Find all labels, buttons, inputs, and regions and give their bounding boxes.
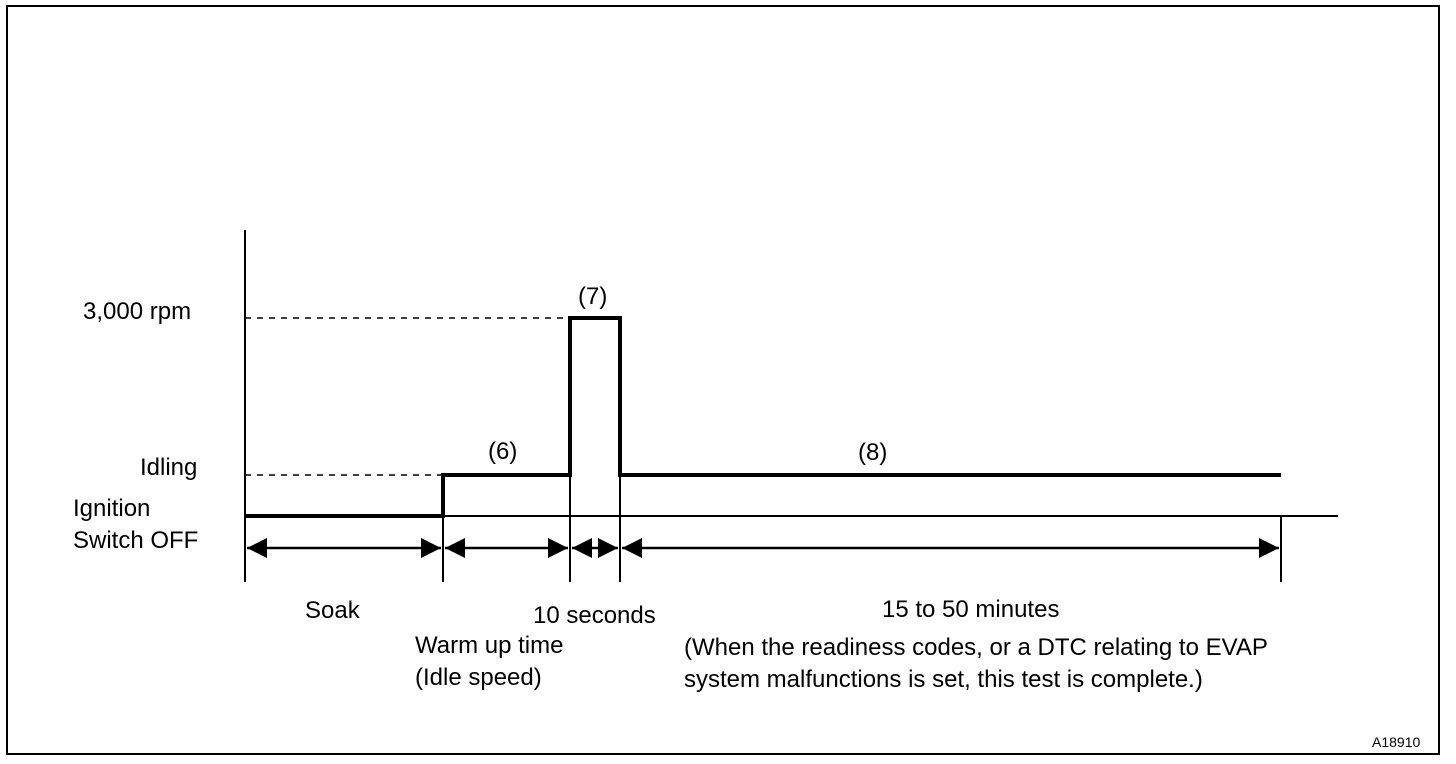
- label-15-to-50-minutes: 15 to 50 minutes: [882, 596, 1060, 623]
- label-completion-note-1: (When the readiness codes, or a DTC rela…: [684, 634, 1268, 661]
- label-completion-note-2: system malfunctions is set, this test is…: [684, 666, 1203, 693]
- label-idle-speed: (Idle speed): [415, 664, 542, 691]
- figure-id: A18910: [1372, 734, 1421, 750]
- engine-speed-profile: [245, 316, 1281, 518]
- label-3000-rpm: 3,000 rpm: [83, 298, 192, 325]
- label-idling: Idling: [140, 454, 198, 481]
- step-7-label: (7): [578, 283, 608, 310]
- label-10-seconds: 10 seconds: [533, 602, 656, 629]
- label-ignition: Ignition: [73, 495, 151, 522]
- step-6-label: (6): [488, 438, 518, 465]
- step-8-label: (8): [858, 439, 888, 466]
- label-soak: Soak: [305, 597, 360, 624]
- label-switch-off: Switch OFF: [73, 527, 199, 554]
- label-warmup-time: Warm up time: [415, 632, 564, 659]
